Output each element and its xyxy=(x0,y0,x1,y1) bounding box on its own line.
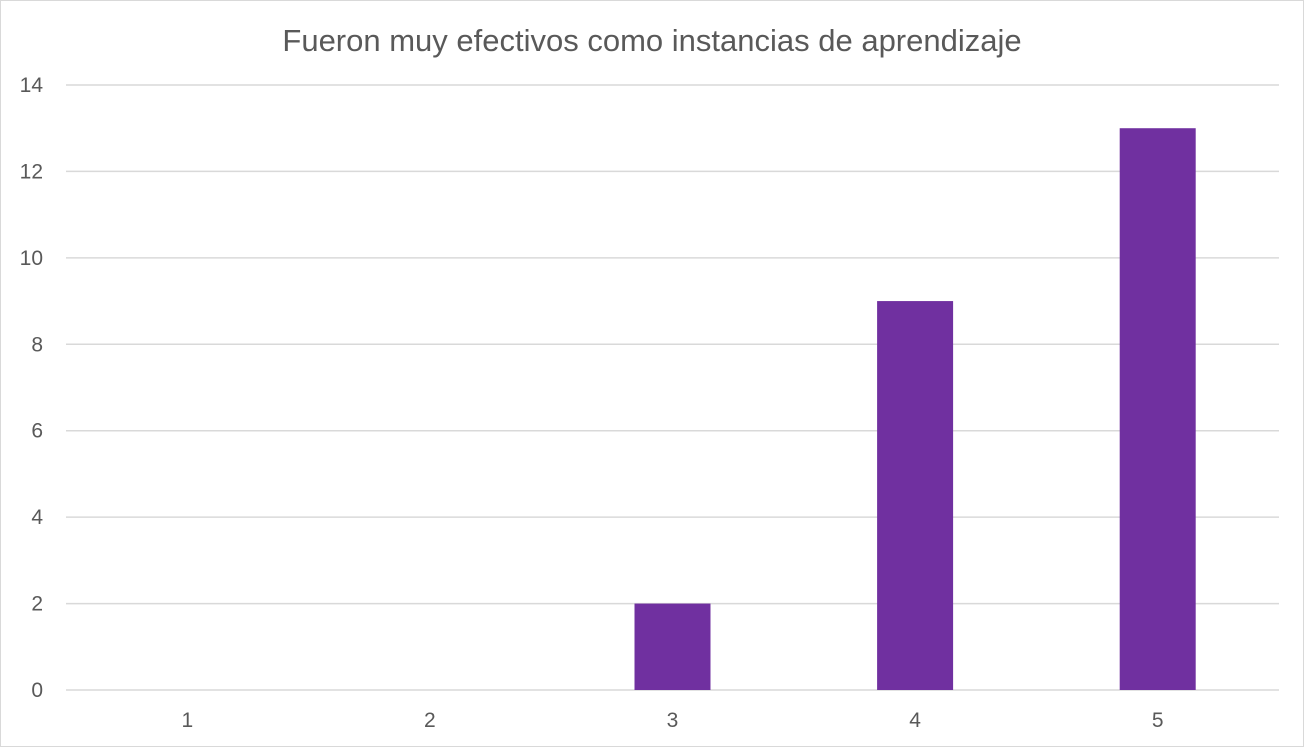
y-tick-label-0: 0 xyxy=(31,679,43,702)
gridlines xyxy=(66,84,1279,691)
y-tick-label-12: 12 xyxy=(20,160,43,183)
y-tick-label-4: 4 xyxy=(31,506,43,529)
x-tick-label-5: 5 xyxy=(1152,709,1164,732)
bar-3 xyxy=(634,603,711,690)
y-tick-label-2: 2 xyxy=(31,593,43,616)
bars xyxy=(634,128,1196,690)
y-tick-label-14: 14 xyxy=(20,74,44,97)
chart-title: Fueron muy efectivos como instancias de … xyxy=(282,23,1021,58)
y-tick-label-6: 6 xyxy=(31,420,43,443)
x-tick-label-2: 2 xyxy=(424,709,436,732)
x-axis-tick-labels: 1 2 3 4 5 xyxy=(181,709,1163,732)
bar-5 xyxy=(1119,128,1196,690)
y-tick-label-8: 8 xyxy=(31,333,43,356)
x-tick-label-1: 1 xyxy=(181,709,193,732)
y-tick-label-10: 10 xyxy=(20,247,43,270)
bar-4 xyxy=(877,301,954,690)
x-tick-label-4: 4 xyxy=(909,709,921,732)
x-tick-label-3: 3 xyxy=(667,709,679,732)
y-axis-tick-labels: 0 2 4 6 8 10 12 14 xyxy=(20,74,44,702)
